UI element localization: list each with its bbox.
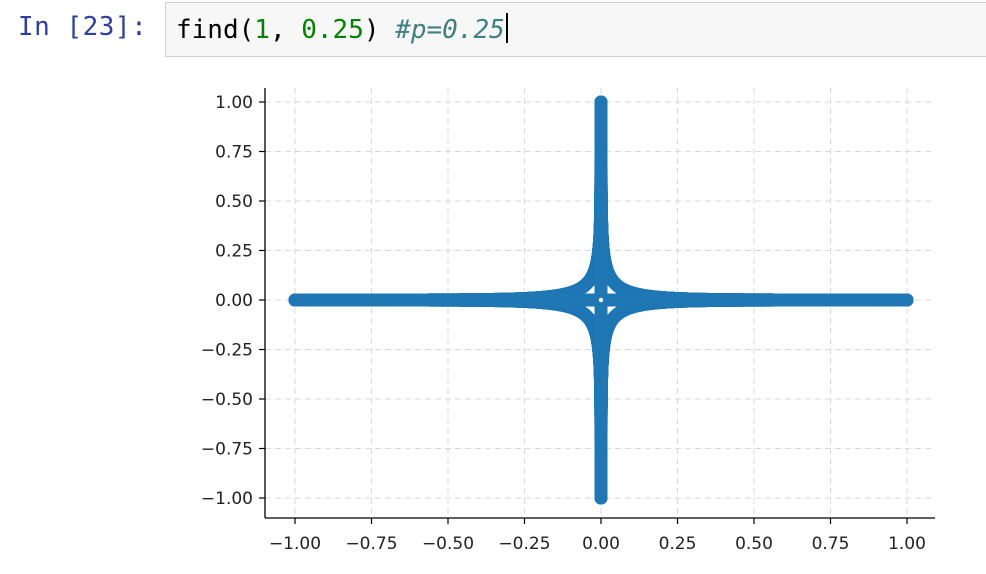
code-comment: #p=0.25 [395,15,505,45]
code-arg2: 0.25 [301,15,364,45]
code-line[interactable]: find(1, 0.25) #p=0.25 [176,13,508,45]
scatter-marks [289,96,914,505]
code-arg1: 1 [254,15,270,45]
cell-prompt: In [23]: [18,12,147,42]
text-cursor [506,13,508,43]
code-close: ) [364,15,395,45]
code-sep: , [270,15,301,45]
code-func: find( [176,15,254,45]
code-input[interactable]: find(1, 0.25) #p=0.25 [165,2,986,57]
